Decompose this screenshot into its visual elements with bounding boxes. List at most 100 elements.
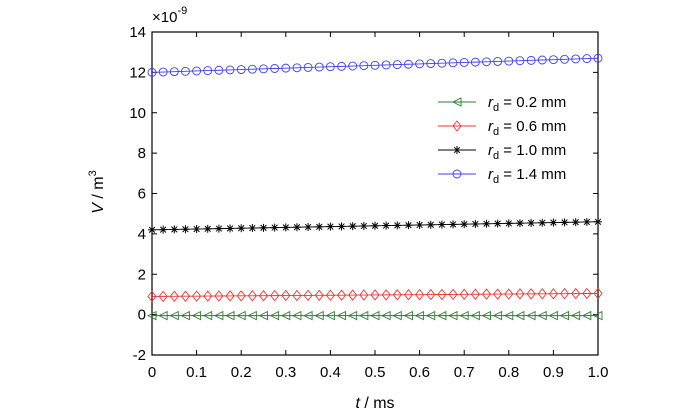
star-stroke	[171, 226, 178, 233]
data-point	[471, 219, 480, 228]
data-point	[247, 64, 257, 74]
data-point	[303, 310, 313, 321]
x-tick-label: 0.9	[543, 364, 564, 381]
x-tick-label: 0.6	[409, 364, 430, 381]
star-stroke	[249, 224, 256, 232]
data-point	[425, 310, 436, 321]
series	[148, 217, 602, 234]
y-tick-label: 0	[138, 307, 146, 324]
data-point	[448, 288, 458, 301]
star-stroke	[539, 219, 546, 226]
data-point	[482, 219, 491, 228]
star-stroke	[405, 222, 412, 229]
legend: rd = 0.2 mm rd = 0.6 mm rd = 1.0 mm rd =…	[438, 94, 566, 186]
x-tick-label: 0.4	[320, 364, 341, 381]
data-point	[337, 222, 346, 231]
data-point	[515, 56, 525, 66]
data-point	[437, 288, 447, 301]
data-point	[392, 289, 402, 301]
data-point	[292, 223, 301, 232]
star-stroke	[472, 220, 479, 228]
data-point	[415, 288, 425, 301]
data-point	[503, 310, 514, 321]
data-point	[481, 288, 492, 300]
data-point	[181, 225, 190, 234]
legend-entry: rd = 1.0 mm	[438, 142, 566, 162]
data-point	[214, 224, 223, 233]
data-point	[225, 65, 235, 75]
star-stroke	[304, 223, 312, 231]
data-point	[169, 290, 179, 303]
legend-entry: rd = 0.6 mm	[438, 118, 566, 138]
data-point	[203, 66, 213, 76]
data-point	[548, 55, 558, 65]
data-point	[259, 223, 268, 232]
data-point	[326, 222, 335, 231]
star-stroke	[449, 221, 457, 228]
data-point	[315, 222, 324, 231]
star-stroke	[461, 221, 468, 228]
data-point	[459, 288, 469, 301]
star-stroke	[338, 223, 345, 230]
data-point	[147, 67, 157, 77]
x-tick-label: 1.0	[588, 364, 609, 381]
data-point	[426, 220, 435, 229]
data-point	[236, 310, 246, 321]
data-point	[515, 219, 524, 228]
y-tick-label: 8	[138, 145, 146, 162]
data-point	[404, 59, 413, 69]
data-point	[191, 310, 202, 321]
data-point	[192, 66, 202, 76]
data-point	[270, 289, 280, 302]
legend-label: rd = 1.0 mm	[488, 142, 566, 162]
data-point	[537, 310, 547, 321]
data-point	[559, 310, 569, 321]
x-axis-title: t / ms	[355, 395, 394, 412]
y-tick-label: 2	[138, 266, 146, 283]
data-point	[571, 218, 580, 227]
data-point	[504, 219, 513, 228]
data-point	[169, 67, 179, 77]
data-point	[559, 287, 570, 300]
data-point	[504, 56, 514, 66]
data-point	[571, 287, 581, 300]
data-point	[292, 63, 302, 73]
data-point	[269, 310, 280, 321]
y-tick-label: -2	[133, 347, 146, 364]
star-stroke	[238, 225, 245, 232]
data-point	[169, 310, 179, 321]
series	[147, 53, 603, 77]
y-tick-label: 14	[129, 24, 146, 41]
data-point	[158, 67, 168, 77]
y-tick-label: 12	[129, 64, 146, 81]
star-stroke	[453, 146, 461, 154]
data-point	[593, 287, 603, 300]
data-point	[158, 290, 168, 303]
star-stroke	[394, 222, 401, 229]
star-stroke	[494, 220, 501, 227]
data-point	[470, 57, 480, 67]
star-stroke	[416, 221, 423, 229]
star-stroke	[182, 226, 189, 233]
data-point	[436, 310, 447, 321]
data-point	[202, 310, 213, 321]
star-stroke	[382, 222, 390, 229]
y-tick-label: 6	[138, 186, 146, 203]
data-point	[281, 63, 291, 73]
data-point	[470, 288, 480, 300]
data-point	[371, 221, 379, 230]
data-point	[493, 219, 502, 228]
data-point	[325, 289, 335, 301]
data-point	[403, 288, 414, 301]
data-point	[148, 225, 156, 234]
star-stroke	[226, 225, 234, 232]
data-point	[459, 310, 469, 321]
data-point	[359, 222, 368, 231]
data-point	[448, 310, 458, 321]
data-point	[415, 59, 425, 69]
data-point	[192, 225, 201, 234]
star-stroke	[583, 218, 591, 226]
data-point	[437, 220, 446, 229]
data-point	[582, 217, 591, 226]
